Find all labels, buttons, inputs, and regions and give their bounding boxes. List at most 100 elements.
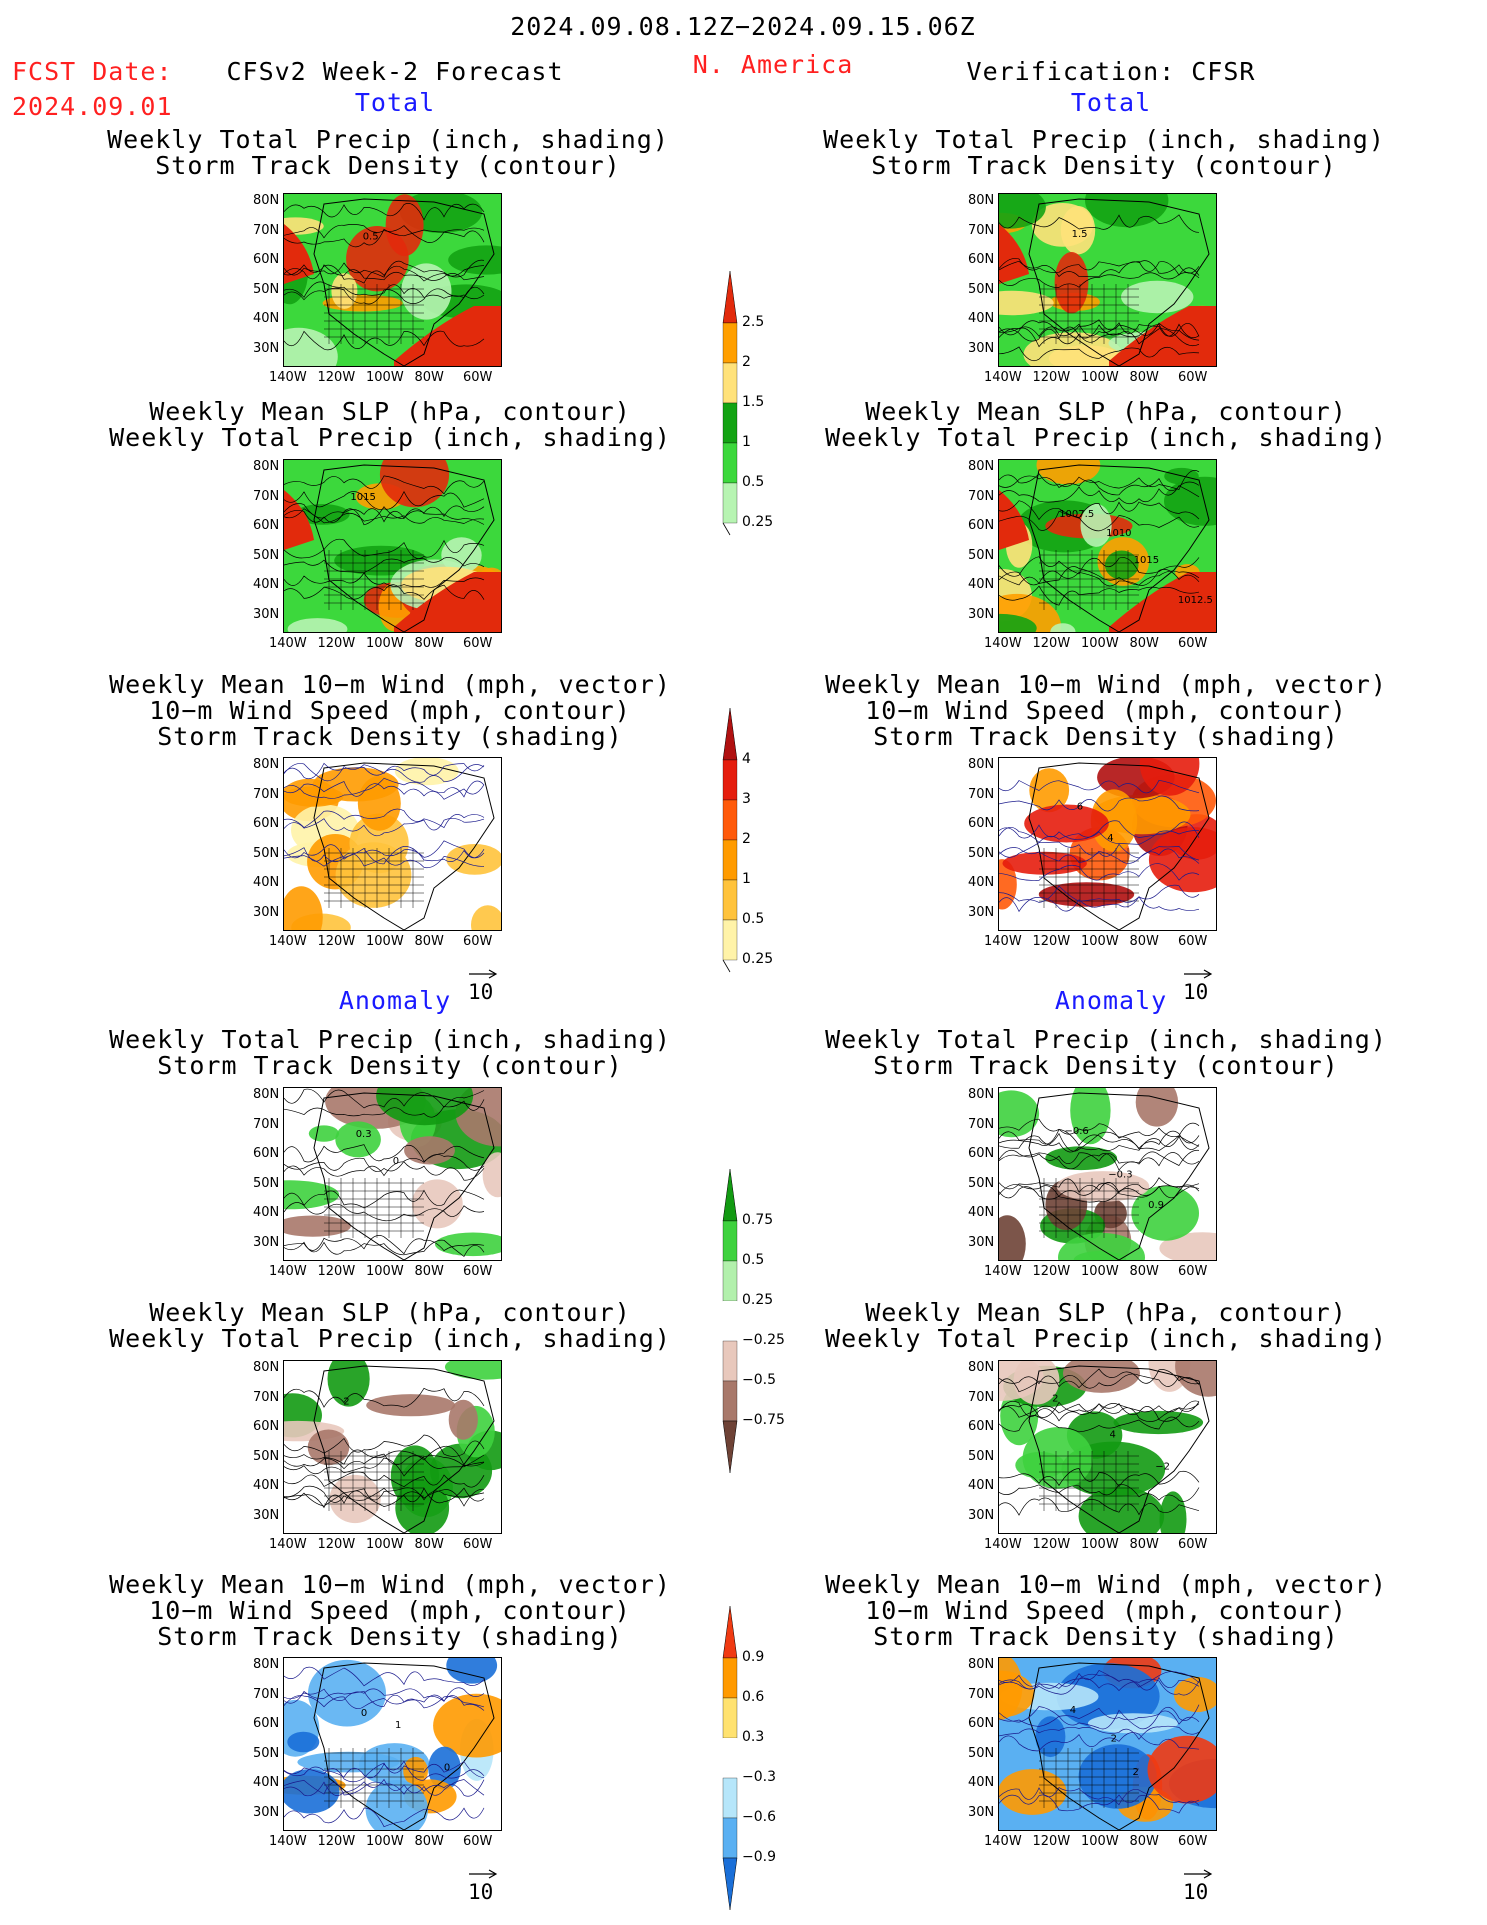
shading-region xyxy=(1147,1735,1216,1804)
lon-tick-label: 60W xyxy=(1178,1834,1208,1849)
contour-line xyxy=(284,1099,485,1118)
contour-line xyxy=(999,1368,1200,1389)
contour-line xyxy=(999,1131,1200,1152)
colorbar-segment xyxy=(722,1220,738,1262)
colorbar-label: −0.25 xyxy=(742,1332,785,1348)
colorbar-storm-total xyxy=(722,705,738,979)
lon-tick-label: 140W xyxy=(269,1264,307,1279)
colorbar-segment xyxy=(722,482,738,524)
lon-tick-label: 120W xyxy=(1032,636,1071,651)
contour-line xyxy=(284,852,485,869)
lat-tick-label: 50N xyxy=(968,1175,995,1191)
lat-tick-label: 50N xyxy=(253,845,280,861)
colorbar-segment xyxy=(723,1738,737,1778)
colorbar-label: −0.9 xyxy=(742,1849,776,1865)
map-canvas xyxy=(284,758,501,930)
contour-line xyxy=(999,1704,1200,1723)
contour-label: 1007.5 xyxy=(1059,509,1094,520)
colorbar-segment xyxy=(722,1420,738,1474)
colorbar-segment xyxy=(722,1168,738,1222)
contour-line xyxy=(999,500,1200,521)
colorbar-svg xyxy=(722,1605,738,1911)
contour-line xyxy=(284,203,485,221)
shading-region xyxy=(335,1121,381,1158)
lat-tick-label: 70N xyxy=(968,1686,995,1702)
contour-line xyxy=(284,1154,485,1172)
lat-tick-label: 80N xyxy=(968,1657,995,1672)
lat-tick-label: 60N xyxy=(253,518,280,533)
lat-tick-label: 70N xyxy=(253,786,280,802)
contour-line xyxy=(999,327,1200,348)
contour-label: 2 xyxy=(343,1396,349,1407)
panel-title: Weekly Mean 10−m Wind (mph, vector) 10−m … xyxy=(825,670,1387,751)
lon-tick-label: 60W xyxy=(1178,1264,1208,1279)
map-panel: 2 4 −2 xyxy=(998,1360,1217,1534)
lat-tick-label: 30N xyxy=(968,606,995,622)
map-panel: 0.3 0 xyxy=(283,1087,502,1261)
contour-line xyxy=(284,1161,485,1181)
contour-label: 0 xyxy=(393,1156,399,1167)
contour-label: 4 xyxy=(1107,833,1113,844)
lat-tick-label: 80N xyxy=(968,1087,995,1102)
lat-tick-label: 60N xyxy=(253,1716,280,1731)
lat-tick-label: 40N xyxy=(968,311,995,326)
contour-line xyxy=(284,281,485,299)
coastline xyxy=(313,762,495,930)
colorbar-segment xyxy=(722,1605,738,1659)
contour-line xyxy=(284,1453,485,1470)
shading-region xyxy=(1131,1185,1199,1241)
lon-tick-label: 80W xyxy=(1129,1834,1159,1849)
lat-tick-label: 50N xyxy=(968,1448,995,1464)
shading-region xyxy=(307,1429,350,1466)
coastline xyxy=(313,198,495,366)
lon-tick-label: 120W xyxy=(317,370,356,385)
shading-region xyxy=(376,1088,474,1126)
colorbar-segment xyxy=(722,919,738,961)
shading-region xyxy=(435,1232,501,1257)
contour-label: 1015 xyxy=(350,492,375,503)
contour-line xyxy=(999,1669,1200,1689)
contour-line xyxy=(999,510,1200,532)
lon-tick-label: 100W xyxy=(366,370,404,385)
contour-line xyxy=(284,538,485,559)
map-canvas: 1007.5 1010 1015 1012.5 xyxy=(999,460,1216,632)
contour-line xyxy=(284,287,485,305)
lat-tick-label: 60N xyxy=(968,518,995,533)
contour-line xyxy=(999,1129,1200,1149)
shading-region xyxy=(308,1125,339,1142)
lon-tick-label: 60W xyxy=(463,934,493,949)
lat-tick-label: 80N xyxy=(968,1360,995,1375)
colorbar-svg xyxy=(722,1168,738,1474)
shading-region xyxy=(390,1445,439,1508)
contour-line xyxy=(284,1687,485,1702)
lat-tick-label: 60N xyxy=(968,1716,995,1731)
contour-line xyxy=(284,781,485,800)
colorbar-svg xyxy=(722,707,738,973)
shading-region xyxy=(448,1399,478,1440)
lat-tick-label: 80N xyxy=(253,193,280,208)
lat-tick-label: 80N xyxy=(253,1360,280,1375)
colorbar-label: 2 xyxy=(742,831,751,847)
contour-label: 4 xyxy=(1070,1705,1076,1716)
contour-line xyxy=(284,572,485,588)
shading-region xyxy=(1175,1361,1216,1397)
contour-line xyxy=(284,1434,485,1457)
shading-region xyxy=(1056,1171,1150,1202)
shading-region xyxy=(379,460,450,508)
shading-region xyxy=(999,1215,1026,1260)
lat-tick-label: 30N xyxy=(253,1804,280,1820)
colorbar-storm-anomaly xyxy=(722,1603,738,1917)
colorbar-label: 2.5 xyxy=(742,314,765,330)
contour-line xyxy=(284,762,485,783)
shading-region xyxy=(1049,345,1123,366)
lat-tick-label: 80N xyxy=(253,459,280,474)
map-panel: 2 xyxy=(283,1360,502,1534)
lon-tick-label: 80W xyxy=(1129,636,1159,651)
contour-line xyxy=(284,840,485,860)
lon-tick-label: 140W xyxy=(269,1834,307,1849)
lat-tick-label: 30N xyxy=(968,904,995,920)
lon-tick-label: 100W xyxy=(366,636,404,651)
contour-label: −2 xyxy=(1155,1461,1170,1472)
panel-title: Weekly Total Precip (inch, shading) Storm… xyxy=(107,125,669,180)
lat-tick-label: 40N xyxy=(253,1478,280,1493)
